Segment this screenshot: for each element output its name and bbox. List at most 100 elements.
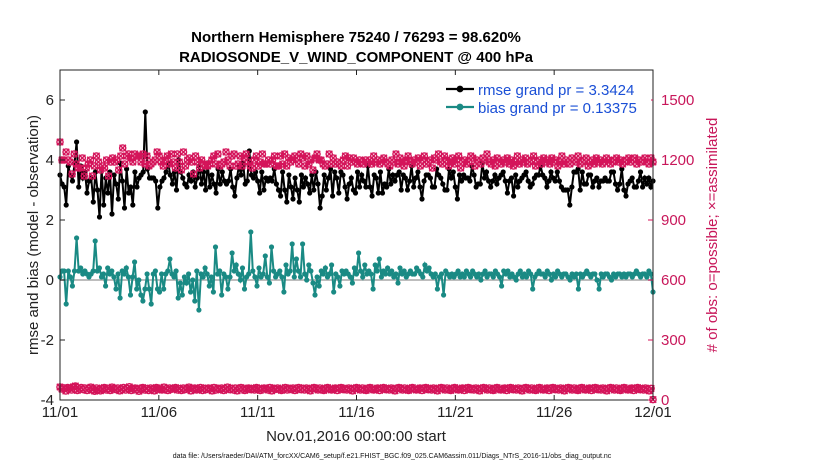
rmse-point [544, 184, 550, 190]
obs-possible-cross [414, 154, 422, 162]
rmse-point [523, 169, 529, 175]
obs-possible-cross [274, 162, 283, 170]
rmse-point [502, 178, 508, 184]
obs-assimilated-cross [62, 387, 70, 395]
bias-point [395, 280, 401, 286]
rmse-point [340, 172, 346, 178]
obs-possible-cross [507, 156, 516, 164]
obs-possible-cross [394, 160, 402, 168]
obs-possible-cross [84, 160, 93, 168]
bias-point [252, 274, 258, 280]
bias-point [206, 283, 212, 289]
rmse-point [648, 184, 654, 190]
rmse-point [126, 190, 132, 196]
rmse-point [623, 193, 629, 199]
bias-point [644, 274, 650, 280]
bias-point [573, 271, 579, 277]
obs-possible-cross [584, 162, 592, 170]
obs-possible-cross [612, 154, 621, 162]
rmse-point [288, 184, 294, 190]
obs-possible-point [68, 170, 76, 178]
obs-possible-cross [556, 158, 564, 166]
obs-possible-point [88, 172, 97, 180]
rmse-point [369, 193, 375, 199]
obs-possible-cross [446, 158, 455, 166]
obs-possible-point [612, 154, 621, 162]
y2-tick-label: 900 [661, 212, 686, 229]
rmse-point [134, 184, 140, 190]
obs-possible-cross [100, 164, 109, 172]
bias-point [546, 271, 552, 277]
bias-point [478, 277, 484, 283]
rmse-point [419, 196, 425, 202]
rmse-point [594, 175, 600, 181]
rmse-point [646, 175, 652, 181]
obs-possible-cross [481, 156, 489, 164]
rmse-point [217, 181, 223, 187]
legend-rmse-marker [456, 85, 464, 93]
bias-point [434, 286, 440, 292]
obs-possible-cross [311, 154, 319, 162]
rmse-point [96, 214, 103, 220]
rmse-point [390, 172, 396, 178]
rmse-point [513, 172, 519, 178]
chart-subtitle: RADIOSONDE_V_WIND_COMPONENT @ 400 hPa [179, 49, 534, 66]
bias-point [136, 277, 142, 283]
rmse-point [404, 187, 411, 193]
obs-possible-point [398, 158, 406, 166]
obs-possible-cross [501, 158, 509, 166]
bias-point [239, 265, 246, 271]
obs-possible-cross [537, 160, 546, 168]
obs-possible-point [454, 152, 463, 160]
bias-point [455, 268, 461, 274]
obs-possible-point [440, 152, 449, 160]
rmse-point [257, 190, 263, 196]
rmse-point [621, 187, 627, 193]
obs-possible-cross [645, 160, 653, 168]
obs-possible-point [408, 160, 417, 168]
bias-point [432, 271, 438, 277]
obs-possible-point [197, 156, 206, 164]
rmse-point [588, 172, 594, 178]
rmse-point [411, 184, 417, 190]
obs-possible-cross [337, 162, 346, 170]
obs-possible-cross [76, 164, 84, 172]
rmse-point [232, 193, 238, 199]
y2-tick-label: 600 [661, 272, 686, 289]
axes-group: 11/01 11/06 11/11 11/16 11/21 11/26 12/01 -4 -2 0… [41, 70, 694, 421]
bias-point [142, 286, 148, 292]
rmse-point [142, 109, 148, 115]
y2-tick-label: 0 [661, 392, 669, 409]
obs-possible-cross [600, 158, 609, 166]
obs-possible-cross [313, 150, 321, 158]
rmse-point [173, 187, 180, 193]
bias-point [175, 295, 181, 301]
obs-possible-point [268, 156, 277, 164]
rmse-point [384, 184, 390, 190]
obs-possible-cross [540, 154, 548, 162]
rmse-point [292, 175, 298, 181]
obs-possible-cross [404, 152, 412, 160]
obs-possible-cross [497, 160, 505, 168]
rmse-point [94, 187, 101, 193]
bias-point [219, 292, 225, 298]
rmse-point [140, 169, 146, 175]
rmse-point [336, 190, 342, 196]
obs-possible-cross [82, 164, 91, 172]
rmse-point [311, 187, 317, 193]
rmse-point [325, 175, 331, 181]
obs-possible-cross [266, 160, 275, 168]
bias-point [596, 286, 602, 292]
x-tick-label: 11/21 [437, 404, 473, 421]
bias-point [497, 274, 503, 280]
obs-possible-cross [450, 160, 459, 168]
bias-point [420, 274, 426, 280]
bias-point [281, 289, 287, 295]
rmse-point [440, 181, 446, 187]
bias-point [283, 262, 289, 268]
obs-possible-point [207, 156, 216, 164]
obs-possible-cross [129, 158, 137, 166]
rmse-point [486, 178, 492, 184]
rmse-point [346, 181, 352, 187]
bias-point [161, 286, 167, 292]
